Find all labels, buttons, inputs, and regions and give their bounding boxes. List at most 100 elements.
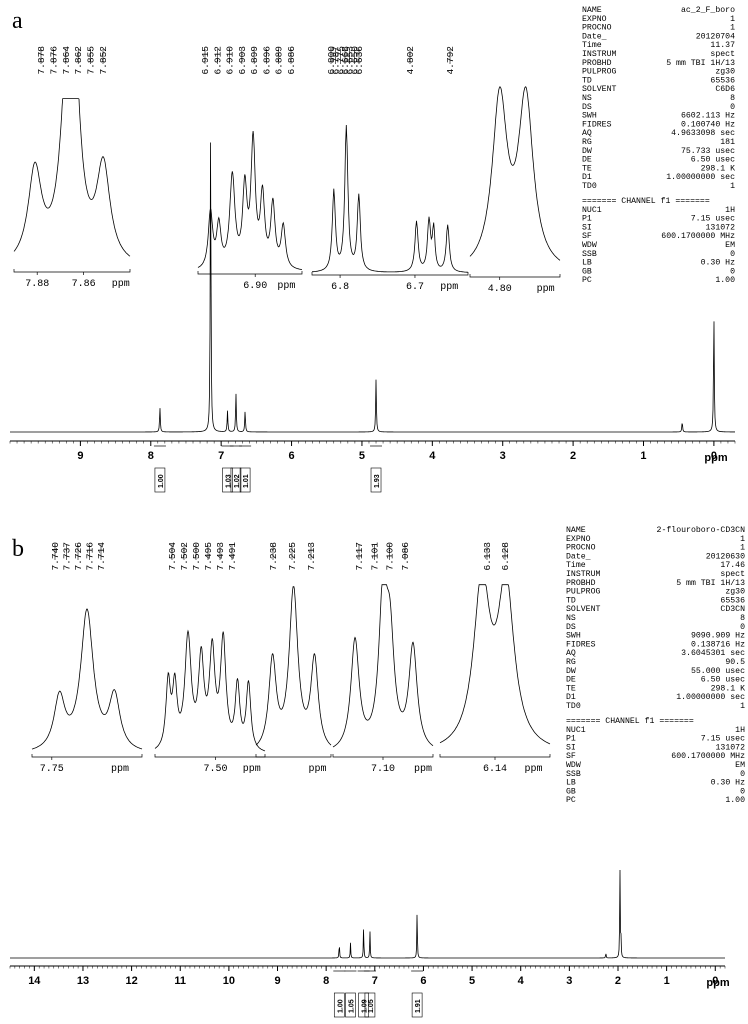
- x-tick-label: 11: [174, 975, 186, 987]
- inset-spectrum: [439, 584, 551, 745]
- peak-label: 6.133: [482, 542, 493, 571]
- inset-tick-label: 6.90: [243, 281, 267, 292]
- param-value: 0: [740, 787, 745, 796]
- param-value: 1.00000000 sec: [676, 693, 745, 702]
- peak-label: 6.668: [340, 46, 351, 75]
- inset-tick-label: 7.50: [203, 764, 227, 775]
- param-value: 2-flouroboro-CD3CN: [657, 525, 746, 535]
- param-name: PROCNO: [582, 24, 612, 33]
- x-tick-label: 9: [274, 975, 280, 987]
- param-name: DS: [566, 623, 576, 632]
- param-value: 65536: [720, 596, 745, 605]
- integral-box: [230, 467, 242, 493]
- param-value: 9090.909 Hz: [691, 632, 745, 641]
- param-name: SOLVENT: [582, 85, 616, 94]
- x-tick-label: 5: [469, 975, 475, 987]
- inset-spectrum: [31, 608, 143, 750]
- x-tick-label: 3: [566, 975, 572, 987]
- param-name: WDW: [566, 761, 581, 770]
- inset-tick-label: 6.7: [406, 282, 424, 293]
- x-tick-label: 2: [570, 450, 576, 462]
- peak-label: 6.653: [345, 46, 356, 75]
- x-tick-label: 2: [615, 975, 621, 987]
- peak-label: 7.862: [73, 46, 84, 75]
- param-value: 131072: [706, 223, 736, 232]
- param-name: NS: [566, 614, 576, 623]
- inset-spectrum: [13, 98, 131, 257]
- param-name: SI: [582, 223, 592, 232]
- param-name: Time: [582, 40, 602, 50]
- param-value: 0.100740 Hz: [681, 120, 735, 129]
- param-name: WDW: [582, 241, 597, 250]
- param-value: 3.6045301 sec: [681, 649, 745, 658]
- param-value: 1.00000000 sec: [666, 173, 735, 182]
- param-name: P1: [566, 735, 576, 744]
- param-name: NAME: [566, 526, 586, 535]
- inset-axis: [469, 274, 561, 278]
- param-value: 6.50 usec: [691, 156, 735, 165]
- spectrum-line: [10, 142, 735, 433]
- param-value: spect: [720, 570, 745, 579]
- param-value: 1: [740, 544, 745, 553]
- param-name: TD0: [566, 702, 581, 711]
- peak-label: 6.912: [212, 46, 223, 75]
- peak-label: 7.101: [369, 542, 380, 571]
- peak-label: 7.852: [98, 46, 109, 75]
- param-value: 4.9633098 sec: [671, 129, 735, 138]
- param-name: LB: [582, 259, 592, 268]
- param-name: EXPNO: [566, 535, 591, 544]
- param-value: 298.1 K: [701, 164, 735, 173]
- x-tick-label: 12: [125, 975, 137, 987]
- param-value: 1.00: [725, 796, 745, 805]
- param-value: 11.37: [710, 41, 735, 50]
- x-axis-unit: ppm: [706, 977, 729, 989]
- param-value: 0.30 Hz: [711, 779, 745, 788]
- param-value: EM: [735, 761, 745, 770]
- param-name: PROCNO: [566, 544, 596, 553]
- param-value: 298.1 K: [711, 684, 745, 693]
- param-name: SWH: [566, 632, 581, 641]
- x-tick-label: 7: [372, 975, 378, 987]
- param-name: AQ: [566, 649, 576, 658]
- peak-label: 7.117: [354, 542, 365, 571]
- inset-axis: [197, 271, 303, 275]
- param-value: 8: [730, 94, 735, 103]
- inset-unit: ppm: [308, 764, 326, 775]
- peak-label: 7.495: [203, 542, 214, 571]
- param-name: TD: [566, 596, 576, 605]
- param-value: 600.1700000 MHz: [661, 232, 735, 241]
- param-value: 75.733 usec: [681, 147, 735, 156]
- peak-label: 7.726: [73, 542, 84, 571]
- x-tick-label: 3: [500, 450, 506, 462]
- inset-tick-label: 4.80: [488, 284, 512, 295]
- peak-label: 7.878: [36, 46, 47, 75]
- param-name: PROBHD: [582, 59, 612, 68]
- inset-spectrum: [255, 586, 332, 746]
- inset-unit: ppm: [277, 281, 295, 292]
- param-name: NAME: [582, 6, 602, 15]
- peak-label: 6.775: [335, 46, 346, 75]
- x-tick-label: 8: [323, 975, 329, 987]
- inset-tick-label: 6.14: [483, 764, 507, 775]
- peak-label: 7.238: [268, 542, 279, 571]
- integral-value: 1.05: [348, 999, 355, 1013]
- integral-box: [345, 992, 356, 1018]
- param-value: 1: [730, 24, 735, 33]
- param-name: DW: [566, 667, 576, 676]
- panel-label-a: a: [12, 8, 23, 34]
- x-tick-label: 6: [288, 450, 294, 462]
- param-value: zg30: [715, 68, 735, 77]
- integral-box: [154, 467, 166, 493]
- param-value: zg30: [725, 588, 745, 597]
- param-value: 0: [730, 250, 735, 259]
- x-tick-label: 7: [218, 450, 224, 462]
- peak-label: 7.491: [227, 542, 238, 571]
- param-value: 20120704: [696, 32, 735, 41]
- param-name: FIDRES: [582, 120, 612, 129]
- param-name: SOLVENT: [566, 605, 600, 614]
- param-value: 600.1700000 MHz: [671, 752, 745, 761]
- param-value: 90.5: [725, 658, 745, 667]
- x-tick-label: 4: [518, 975, 525, 987]
- param-value: CD3CN: [720, 605, 745, 614]
- param-value: 131072: [716, 743, 746, 752]
